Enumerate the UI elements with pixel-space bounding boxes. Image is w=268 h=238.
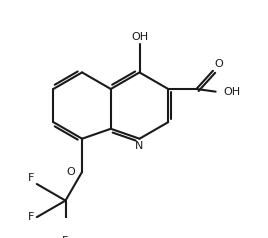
Text: F: F: [28, 173, 34, 183]
Text: F: F: [28, 212, 34, 222]
Text: O: O: [214, 60, 223, 69]
Text: OH: OH: [223, 87, 240, 97]
Text: OH: OH: [131, 32, 148, 42]
Text: N: N: [135, 141, 144, 151]
Text: F: F: [62, 236, 69, 238]
Text: O: O: [67, 167, 76, 177]
